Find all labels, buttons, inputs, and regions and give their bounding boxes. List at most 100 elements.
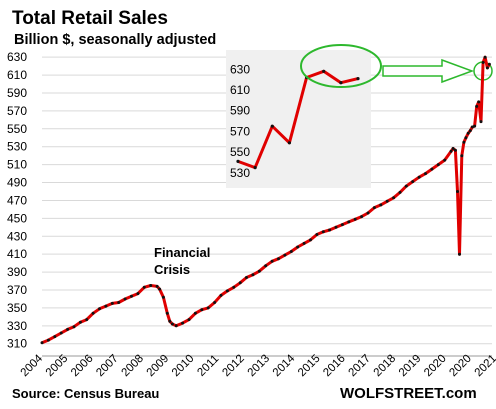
y-tick-label-6: 430 (7, 229, 27, 243)
data-point-6 (78, 320, 82, 324)
data-point-53 (360, 215, 364, 219)
data-point-73 (462, 140, 466, 144)
data-point-40 (277, 257, 280, 261)
data-point-20 (161, 295, 165, 299)
data-point-45 (309, 238, 312, 242)
data-point-33 (232, 285, 236, 289)
x-tick-label-3: 2007 (94, 353, 121, 380)
x-tick-label-13: 2017 (346, 353, 373, 380)
data-point-79 (475, 104, 479, 108)
data-point-16 (142, 285, 146, 289)
data-point-55 (372, 206, 376, 210)
data-point-60 (404, 184, 408, 188)
x-tick-label-5: 2009 (145, 353, 172, 380)
data-point-62 (417, 175, 421, 179)
data-point-5 (72, 325, 76, 329)
y-tick-label-15: 610 (7, 68, 27, 82)
data-point-31 (219, 293, 223, 297)
data-point-25 (181, 321, 185, 325)
data-point-7 (85, 318, 89, 322)
data-point-24 (174, 324, 178, 328)
data-point-37 (257, 269, 261, 273)
data-point-18 (155, 284, 159, 288)
x-tick-label-1: 2005 (44, 353, 71, 380)
inset-point-2 (270, 124, 274, 128)
data-point-47 (321, 230, 325, 234)
x-tick-label-4: 2008 (119, 353, 146, 380)
annotation-crisis: Crisis (154, 262, 190, 277)
y-tick-label-1: 330 (7, 319, 27, 333)
data-point-26 (187, 318, 191, 322)
y-tick-label-16: 630 (7, 50, 27, 64)
data-point-81 (479, 120, 483, 124)
data-point-13 (123, 297, 127, 301)
data-point-21 (165, 311, 169, 315)
x-tick-label-2: 2006 (69, 353, 96, 380)
y-axis-ticks: 310 330 350 370 390 410 430 450 470 490 510 530 550 5… (7, 50, 27, 351)
data-point-85 (487, 62, 491, 66)
data-point-11 (110, 301, 114, 305)
data-point-84 (485, 66, 489, 70)
y-tick-label-10: 510 (7, 158, 27, 172)
y-tick-label-8: 470 (7, 193, 27, 207)
data-point-69 (453, 148, 457, 152)
y-tick-label-5: 410 (7, 247, 27, 261)
data-point-52 (353, 217, 357, 221)
inset-y-tick-label-2: 570 (230, 124, 250, 138)
y-tick-label-7: 450 (7, 211, 27, 225)
data-point-32 (225, 289, 229, 293)
data-point-41 (283, 253, 287, 257)
data-point-67 (449, 149, 453, 153)
arrow-icon (382, 58, 475, 84)
data-point-58 (392, 196, 396, 200)
annotation-financial: Financial (154, 245, 210, 260)
data-point-65 (436, 163, 440, 167)
data-point-44 (302, 241, 306, 245)
inset-y-tick-label-3: 590 (230, 104, 250, 118)
y-tick-label-3: 370 (7, 283, 27, 297)
data-point-70 (456, 190, 459, 193)
data-point-10 (104, 304, 108, 308)
x-tick-label-6: 2010 (170, 353, 197, 380)
data-point-1 (46, 338, 50, 342)
inset-y-tick-label-4: 610 (230, 83, 250, 97)
inset-y-tick-label-1: 550 (230, 145, 250, 159)
x-tick-label-9: 2013 (246, 353, 273, 380)
x-tick-label-15: 2019 (397, 353, 424, 380)
data-point-43 (296, 245, 300, 249)
data-point-29 (206, 306, 210, 310)
inset-chart: 530 550 570 590 610 630 (226, 44, 382, 188)
data-point-66 (443, 158, 447, 162)
x-tick-label-7: 2011 (195, 353, 221, 379)
data-point-3 (59, 331, 63, 335)
inset-y-tick-label-5: 630 (230, 62, 250, 76)
data-point-22 (168, 319, 172, 323)
data-point-15 (136, 292, 140, 296)
inset-point-5 (322, 69, 326, 73)
data-point-51 (347, 220, 351, 224)
data-point-74 (464, 136, 468, 140)
data-point-54 (366, 211, 370, 215)
data-point-83 (483, 55, 487, 59)
y-tick-label-2: 350 (7, 301, 27, 315)
data-point-12 (117, 301, 121, 304)
y-tick-label-9: 490 (7, 176, 27, 190)
highlight-circle (300, 44, 382, 88)
data-point-2 (53, 335, 57, 339)
inset-point-1 (253, 166, 257, 170)
data-point-78 (473, 124, 477, 128)
data-point-19 (158, 287, 162, 291)
data-point-39 (270, 259, 274, 263)
data-point-71 (458, 252, 461, 256)
main-markers (40, 55, 491, 345)
data-point-50 (340, 223, 344, 227)
y-tick-label-12: 550 (7, 122, 27, 136)
data-point-36 (251, 273, 255, 277)
data-point-57 (385, 199, 389, 203)
data-point-23 (170, 322, 174, 326)
inset-y-tick-label-0: 530 (230, 166, 250, 180)
data-point-68 (451, 147, 455, 150)
data-point-46 (315, 233, 319, 236)
data-point-14 (130, 294, 133, 298)
data-point-82 (481, 61, 485, 64)
